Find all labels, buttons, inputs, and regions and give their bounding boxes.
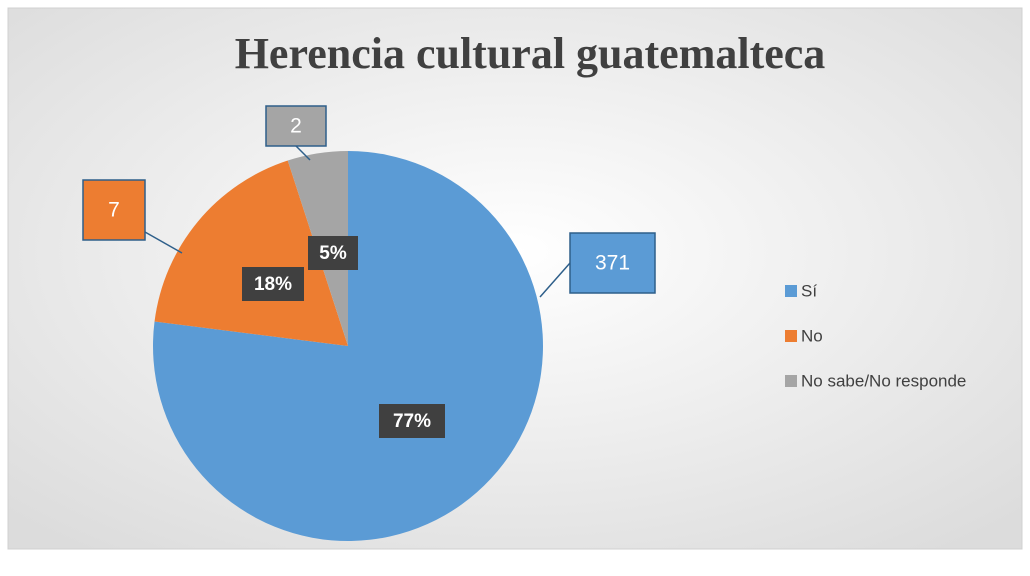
- chart-title: Herencia cultural guatemalteca: [235, 29, 826, 78]
- legend-label: No: [801, 326, 823, 345]
- legend-label: Sí: [801, 281, 817, 300]
- data-label-box: [379, 404, 445, 438]
- data-label: 5%: [319, 243, 347, 264]
- count-label: 2: [290, 115, 302, 138]
- data-label-box: [242, 267, 304, 301]
- data-label-box: [308, 236, 358, 270]
- count-label: 371: [595, 252, 630, 275]
- leader-line: [295, 145, 311, 161]
- count-callout: [265, 105, 327, 147]
- legend-swatch: [785, 285, 797, 297]
- legend-label: No sabe/No responde: [801, 371, 966, 390]
- count-label: 7: [108, 199, 120, 222]
- data-label: 77%: [393, 411, 431, 432]
- count-callout: [82, 179, 146, 241]
- data-label: 18%: [254, 274, 292, 295]
- leader-line: [144, 231, 183, 254]
- leader-line: [539, 262, 571, 298]
- legend-swatch: [785, 330, 797, 342]
- legend-swatch: [785, 375, 797, 387]
- count-callout: [569, 232, 656, 294]
